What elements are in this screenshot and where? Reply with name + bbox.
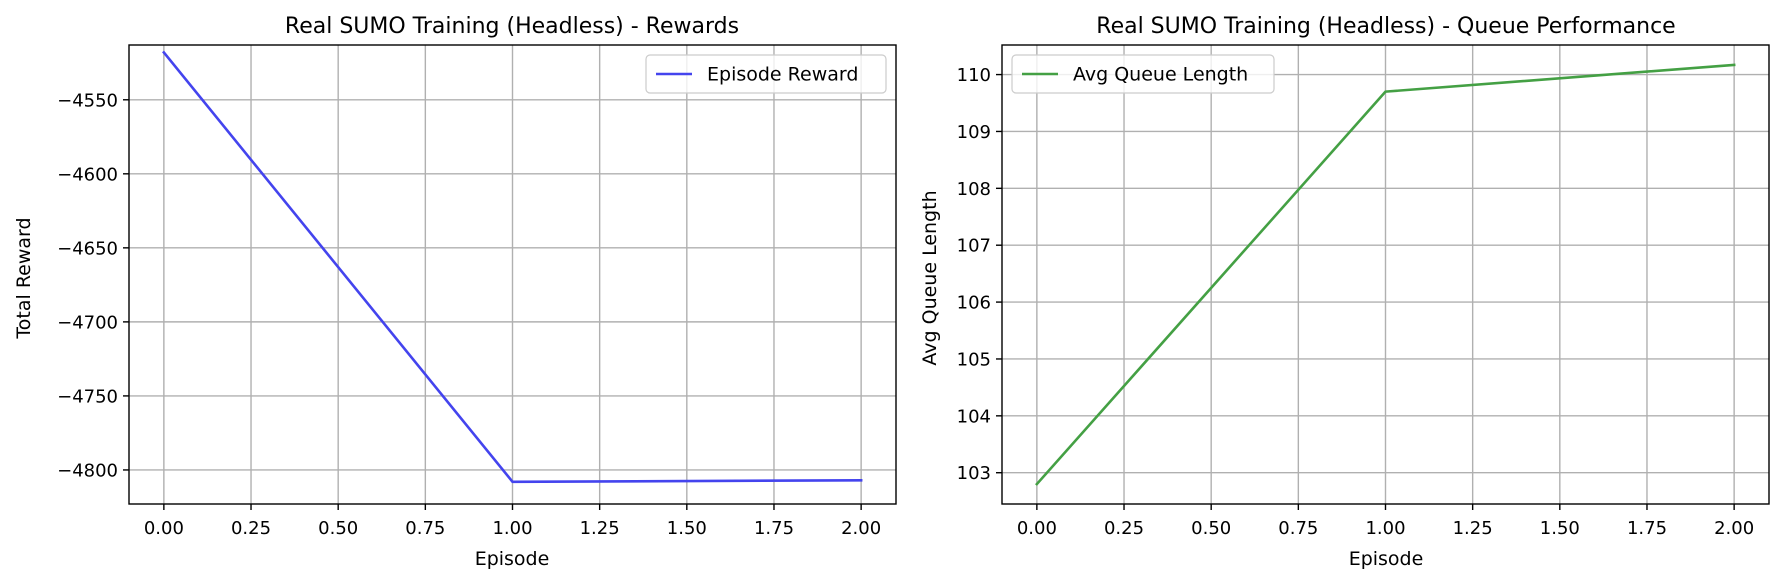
queue-chart-ylabel: Avg Queue Length — [919, 190, 941, 365]
rewards-legend-label: Episode Reward — [707, 64, 858, 86]
queue-chart: Real SUMO Training (Headless) - Queue Pe… — [919, 14, 1770, 570]
rewards-chart: Real SUMO Training (Headless) - Rewards … — [13, 14, 897, 570]
queue-x-tick-label: 0.75 — [1278, 518, 1318, 539]
rewards-chart-title: Real SUMO Training (Headless) - Rewards — [285, 14, 739, 39]
rewards-x-tick-label: 0.25 — [231, 518, 271, 539]
rewards-y-tick-label: −4750 — [57, 386, 118, 407]
rewards-chart-xlabel: Episode — [475, 548, 550, 570]
rewards-x-tick-label: 0.75 — [405, 518, 445, 539]
queue-x-tick-label: 2.00 — [1714, 518, 1754, 539]
queue-chart-title: Real SUMO Training (Headless) - Queue Pe… — [1096, 14, 1675, 39]
rewards-x-tick-label: 1.75 — [754, 518, 794, 539]
queue-x-tick-label: 1.75 — [1627, 518, 1667, 539]
rewards-y-tick-label: −4650 — [57, 238, 118, 259]
queue-y-tick-label: 109 — [957, 122, 991, 143]
queue-x-tick-label: 1.50 — [1540, 518, 1580, 539]
rewards-x-tick-label: 2.00 — [841, 518, 881, 539]
queue-x-tick-label: 1.00 — [1365, 518, 1405, 539]
queue-x-tick-label: 1.25 — [1453, 518, 1493, 539]
queue-y-tick-label: 103 — [957, 463, 991, 484]
rewards-legend: Episode Reward — [645, 54, 887, 94]
rewards-x-tick-label: 0.50 — [318, 518, 358, 539]
rewards-chart-ylabel: Total Reward — [13, 217, 35, 339]
queue-legend-label: Avg Queue Length — [1073, 64, 1248, 86]
rewards-y-tick-label: −4600 — [57, 164, 118, 185]
queue-x-tick-label: 0.00 — [1017, 518, 1057, 539]
queue-y-tick-label: 104 — [957, 406, 991, 427]
queue-y-tick-label: 106 — [957, 293, 991, 314]
queue-chart-xlabel: Episode — [1349, 548, 1424, 570]
queue-y-tick-label: 110 — [957, 65, 991, 86]
queue-x-tick-label: 0.50 — [1191, 518, 1231, 539]
rewards-x-tick-label: 0.00 — [144, 518, 184, 539]
rewards-y-tick-label: −4800 — [57, 460, 118, 481]
rewards-y-tick-label: −4700 — [57, 312, 118, 333]
queue-x-tick-label: 0.25 — [1104, 518, 1144, 539]
queue-legend-box — [1011, 54, 1275, 94]
rewards-x-tick-label: 1.00 — [492, 518, 532, 539]
rewards-legend-box — [645, 54, 887, 94]
rewards-x-tick-label: 1.25 — [580, 518, 620, 539]
queue-y-tick-label: 105 — [957, 349, 991, 370]
queue-y-tick-label: 107 — [957, 236, 991, 257]
queue-legend: Avg Queue Length — [1011, 54, 1275, 94]
rewards-x-tick-label: 1.50 — [667, 518, 707, 539]
rewards-y-tick-label: −4550 — [57, 90, 118, 111]
queue-y-tick-label: 108 — [957, 179, 991, 200]
